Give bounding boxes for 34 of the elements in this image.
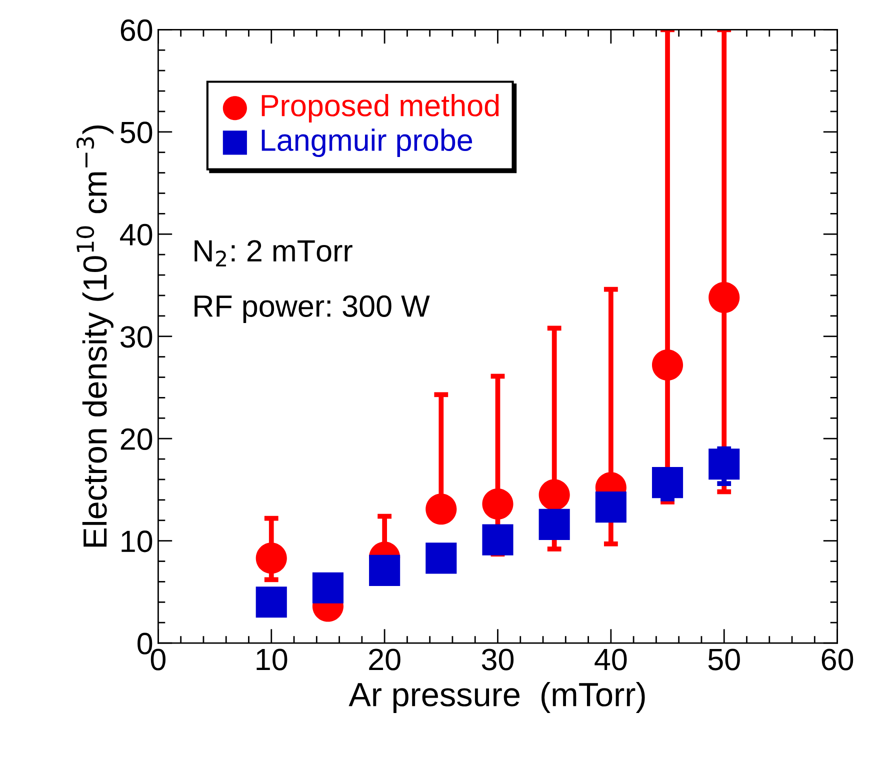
x-tick-label: 60 [822, 648, 854, 670]
point [426, 494, 457, 525]
legend-label: Langmuir probe [262, 128, 472, 158]
y-tick-label: 50 [120, 122, 152, 144]
y-tick-label: 40 [120, 224, 152, 246]
x-tick-label: 40 [594, 648, 627, 670]
x-tick-label: 50 [708, 648, 740, 670]
point [652, 349, 684, 381]
point [652, 467, 684, 498]
point [482, 488, 514, 520]
x-axis-title: Ar pressure (mTorr) [348, 682, 645, 714]
point [426, 542, 457, 574]
point [708, 448, 740, 480]
y-tick-label: 60 [120, 19, 152, 42]
point [256, 586, 287, 618]
point [369, 554, 400, 586]
annotation: RF power: 300 W [194, 295, 430, 323]
y-tick-label: 10 [122, 530, 152, 552]
point [708, 282, 740, 314]
y-tick-label: 30 [120, 326, 152, 348]
y-tick-label: 0 [138, 632, 152, 654]
point [595, 492, 626, 523]
x-tick-label: 30 [482, 648, 514, 670]
point [538, 479, 570, 510]
x-tick-label: 10 [256, 648, 288, 670]
point [482, 524, 514, 556]
annotation: N$_{2}$: 2 mTorr [194, 240, 352, 266]
point [256, 542, 287, 574]
x-tick-label: 20 [369, 648, 400, 670]
y-axis-title: Electron density (10$^{10}$ cm$^{−3}$) [76, 125, 114, 547]
point [538, 508, 570, 540]
y-tick-label: 20 [120, 428, 152, 450]
legend-label: Proposed method [262, 94, 499, 122]
point [312, 572, 344, 604]
